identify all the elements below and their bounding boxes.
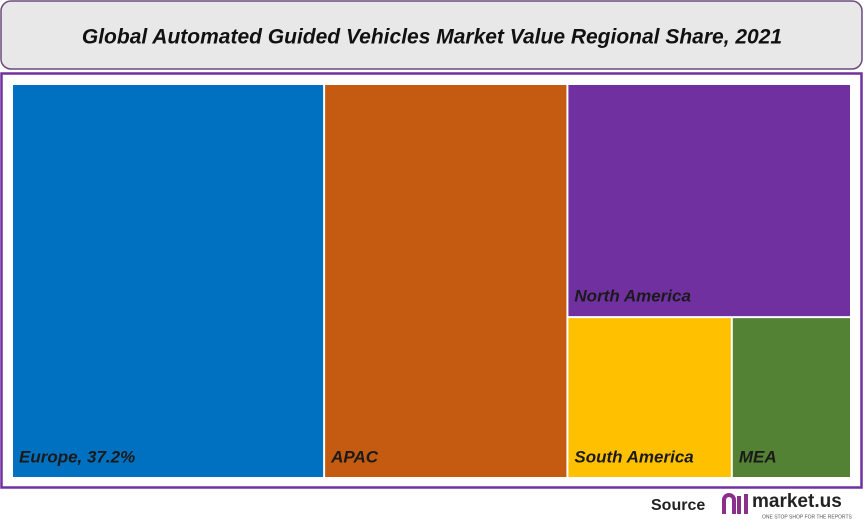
source-label: Source [651,497,705,514]
cell-label: Europe, 37.2% [19,447,135,466]
treemap-cell [325,85,567,477]
logo-tagline: ONE STOP SHOP FOR THE REPORTS [762,514,853,520]
cell-label: MEA [739,447,777,466]
cell-label: North America [574,287,691,306]
logo-text: market.us [752,491,842,512]
treemap-cell [568,318,731,477]
treemap-cell [568,85,850,317]
cell-label: South America [574,447,693,466]
logo-icon [722,493,748,514]
title-box [0,0,863,70]
cell-label: APAC [330,447,379,466]
treemap-cell [13,85,324,477]
chart-title: Global Automated Guided Vehicles Market … [82,26,782,49]
treemap: Europe, 37.2% APAC North America South Amer… [13,85,850,477]
treemap-cell [732,318,850,477]
